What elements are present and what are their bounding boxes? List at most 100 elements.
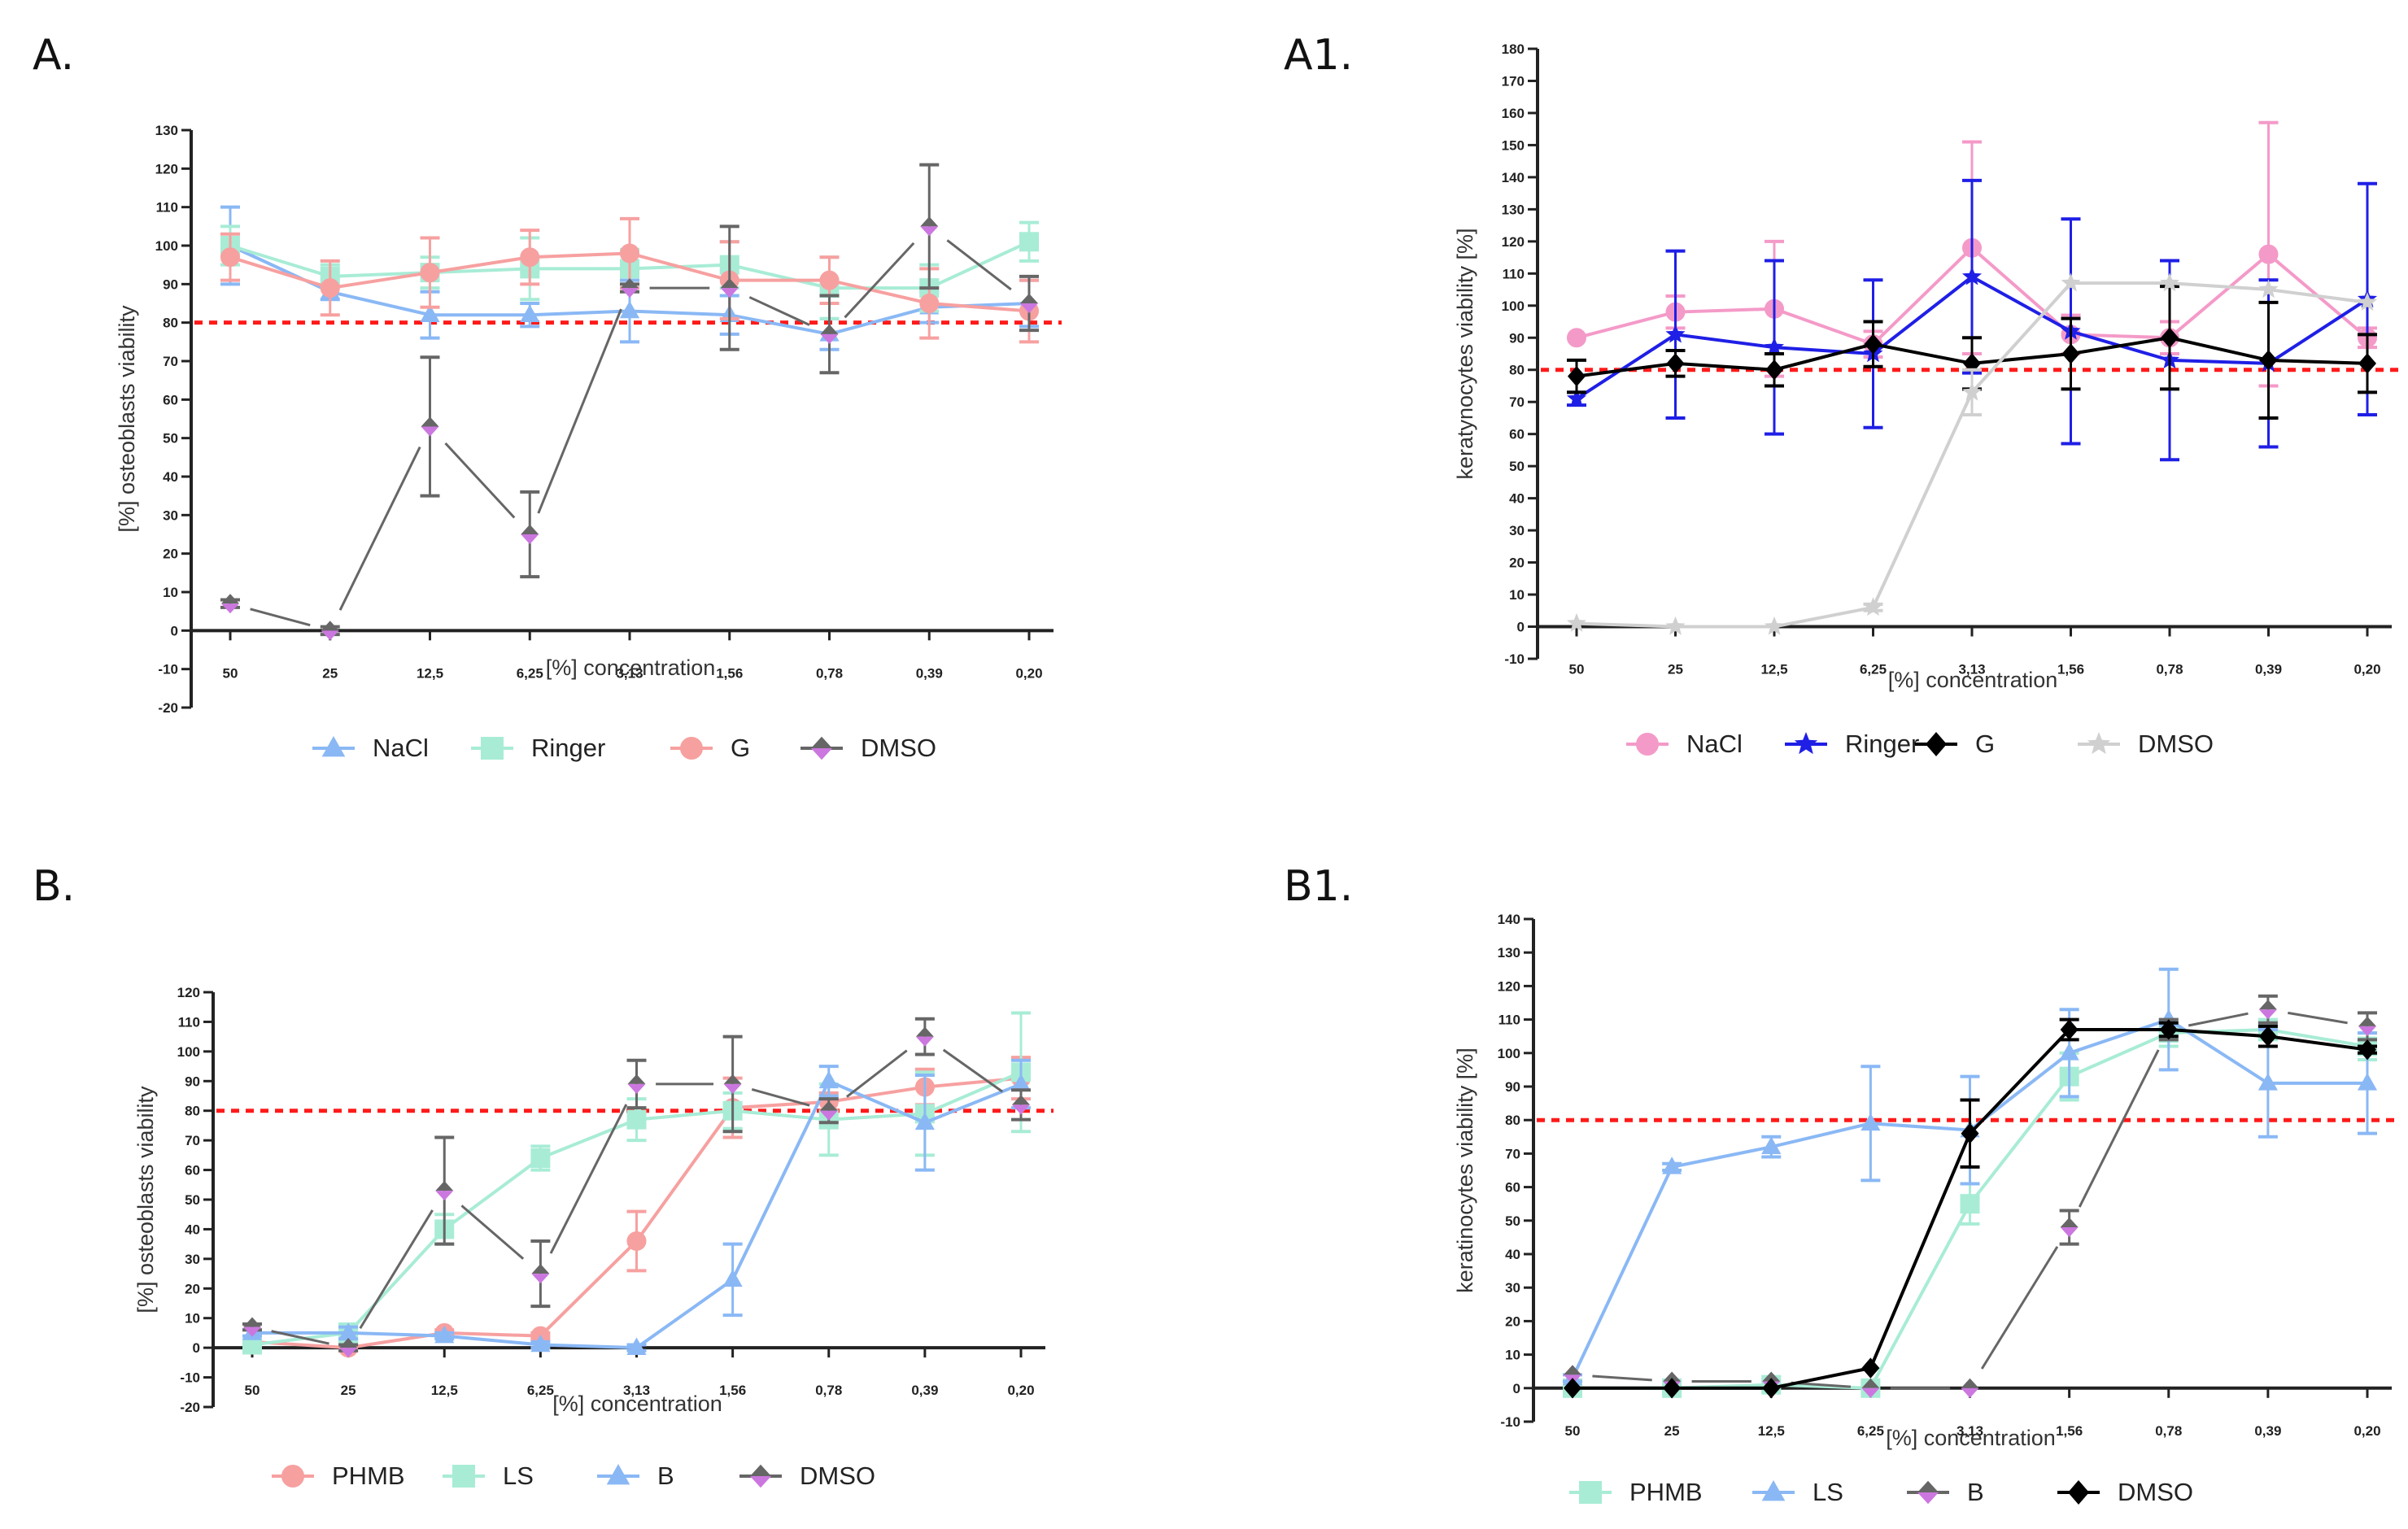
panel-label: B1. bbox=[1284, 862, 1354, 911]
marker-bottom bbox=[819, 1110, 838, 1121]
y-tick-label: 10 bbox=[163, 585, 178, 600]
y-tick-label: 80 bbox=[1505, 1113, 1520, 1128]
series-line-segment bbox=[846, 1049, 908, 1098]
data-point bbox=[1567, 328, 1586, 348]
data-point bbox=[1961, 381, 1983, 401]
data-point bbox=[2060, 1217, 2079, 1238]
x-tick-label: 1,56 bbox=[2056, 1423, 2083, 1439]
panel-label: B. bbox=[33, 862, 76, 911]
data-point bbox=[621, 277, 639, 298]
marker-top bbox=[920, 216, 939, 227]
series-line-segment bbox=[250, 608, 311, 627]
y-tick-label: 0 bbox=[193, 1340, 200, 1356]
x-tick-label: 0,39 bbox=[916, 665, 943, 681]
legend-marker bbox=[750, 1464, 771, 1488]
marker-bottom bbox=[339, 1348, 358, 1358]
legend-marker bbox=[321, 736, 346, 757]
series-line-segment bbox=[537, 308, 622, 514]
legend-marker bbox=[811, 736, 832, 760]
y-tick-label: 90 bbox=[163, 277, 178, 292]
legend-label: PHMB bbox=[332, 1461, 405, 1490]
legend-item: DMSO bbox=[2078, 730, 2214, 758]
marker-top bbox=[1961, 1378, 1979, 1388]
marker-bottom bbox=[2258, 1009, 2277, 1020]
marker-top bbox=[750, 1464, 771, 1476]
marker-top bbox=[243, 1317, 261, 1327]
data-point bbox=[1764, 337, 1785, 356]
data-point bbox=[420, 304, 440, 322]
legend-marker bbox=[281, 1465, 304, 1488]
x-tick-label: 0,20 bbox=[1015, 665, 1042, 681]
legend-marker bbox=[1794, 732, 1818, 755]
data-point bbox=[339, 1338, 358, 1358]
y-tick-label: 0 bbox=[1517, 620, 1525, 635]
legend-label: B bbox=[657, 1461, 674, 1490]
x-tick-label: 1,56 bbox=[716, 665, 743, 681]
series-dmso bbox=[242, 1017, 1031, 1358]
data-point bbox=[1960, 1194, 1980, 1214]
data-point bbox=[2259, 350, 2278, 371]
y-tick-label: -20 bbox=[158, 700, 178, 716]
y-axis-title: [%] osteoblasts viability bbox=[133, 1086, 158, 1313]
legend-marker bbox=[452, 1465, 475, 1488]
y-tick-label: 50 bbox=[1509, 459, 1525, 474]
marker-bottom bbox=[1020, 303, 1038, 314]
data-point bbox=[1663, 1378, 1682, 1399]
data-point bbox=[2358, 1016, 2376, 1036]
panel-label: A. bbox=[33, 31, 75, 80]
x-tick-label: 25 bbox=[1668, 662, 1683, 677]
data-point bbox=[627, 1074, 646, 1095]
data-point bbox=[1665, 324, 1686, 343]
x-axis-title: [%] concentration bbox=[546, 656, 716, 680]
data-point bbox=[720, 277, 739, 298]
data-point bbox=[626, 1231, 647, 1251]
marker-top bbox=[1663, 1371, 1682, 1382]
y-tick-label: 30 bbox=[1509, 523, 1525, 538]
data-point bbox=[520, 304, 540, 322]
data-point bbox=[434, 1325, 455, 1344]
series-b bbox=[242, 1058, 1032, 1355]
y-tick-label: -10 bbox=[158, 662, 178, 677]
series-line-segment bbox=[748, 296, 810, 326]
x-tick-label: 25 bbox=[322, 665, 338, 681]
x-tick-label: 6,25 bbox=[1857, 1423, 1884, 1439]
x-tick-label: 50 bbox=[1565, 1423, 1581, 1439]
marker-top bbox=[720, 277, 739, 289]
legend-marker bbox=[1761, 1480, 1786, 1501]
y-tick-label: 80 bbox=[185, 1104, 200, 1119]
data-point bbox=[1762, 1378, 1781, 1399]
y-tick-label: 120 bbox=[1502, 234, 1525, 250]
legend-label: DMSO bbox=[861, 734, 936, 762]
y-tick-label: 140 bbox=[1502, 170, 1525, 185]
data-point bbox=[421, 416, 439, 437]
data-point bbox=[1863, 597, 1883, 616]
x-tick-label: 0,78 bbox=[816, 665, 843, 681]
data-point bbox=[2258, 1073, 2278, 1091]
marker-top bbox=[521, 524, 539, 534]
x-tick-label: 0,39 bbox=[911, 1383, 938, 1398]
series-ls bbox=[1562, 967, 2378, 1386]
legend-marker bbox=[2087, 732, 2111, 755]
legend-marker bbox=[606, 1464, 630, 1485]
x-tick-label: 0,20 bbox=[1007, 1383, 1034, 1398]
x-tick-label: 0,39 bbox=[2255, 662, 2282, 677]
data-point bbox=[2059, 1043, 2079, 1061]
y-tick-label: 10 bbox=[1509, 587, 1525, 603]
x-tick-label: 3,13 bbox=[1956, 1423, 1983, 1439]
marker-bottom bbox=[2358, 1026, 2376, 1036]
y-tick-label: 90 bbox=[1505, 1079, 1520, 1095]
panel-a1: A1. -10 0 10 20 30 40 50 60 70 80 90 100 110 120 130 14… bbox=[1204, 0, 2408, 764]
x-tick-label: 25 bbox=[1664, 1423, 1680, 1439]
marker-top bbox=[820, 324, 839, 334]
x-tick-label: 0,39 bbox=[2254, 1423, 2281, 1439]
data-point bbox=[320, 278, 340, 298]
series-line-segment bbox=[1980, 1246, 2059, 1370]
legend-marker bbox=[2068, 1480, 2089, 1505]
data-point bbox=[1564, 1378, 1581, 1399]
marker-bottom bbox=[1917, 1492, 1939, 1505]
series-line-segment bbox=[946, 239, 1012, 291]
x-tick-label: 6,25 bbox=[527, 1383, 554, 1398]
data-point bbox=[220, 247, 240, 268]
marker-top bbox=[421, 416, 439, 427]
x-tick-label: 50 bbox=[1569, 662, 1585, 677]
